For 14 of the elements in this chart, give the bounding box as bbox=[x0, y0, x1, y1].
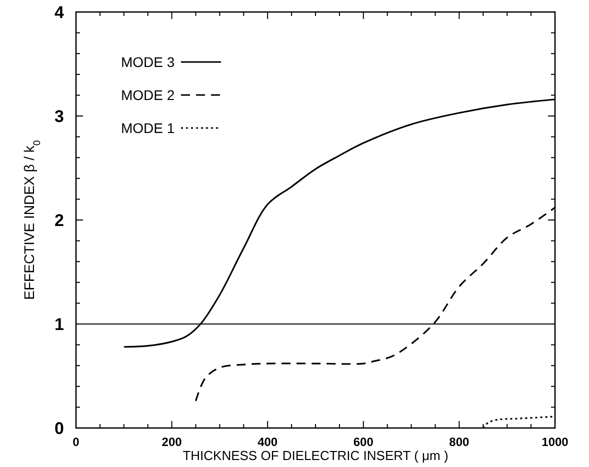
x-tick-label: 1000 bbox=[542, 435, 569, 449]
x-tick-label: 200 bbox=[162, 435, 182, 449]
legend-label: MODE 3 bbox=[121, 54, 175, 70]
y-tick-label: 4 bbox=[54, 3, 65, 22]
y-tick-label: 1 bbox=[54, 315, 64, 334]
y-tick-label: 2 bbox=[54, 211, 64, 230]
x-tick-label: 0 bbox=[72, 435, 80, 449]
x-tick-label: 400 bbox=[258, 435, 278, 449]
legend-label: MODE 2 bbox=[121, 87, 175, 103]
y-tick-label: 3 bbox=[54, 107, 64, 126]
x-tick-label: 600 bbox=[353, 435, 374, 449]
legend-label: MODE 1 bbox=[121, 120, 175, 136]
x-axis-title: THICKNESS OF DIELECTRIC INSERT ( μm ) bbox=[182, 448, 448, 463]
x-tick-label: 800 bbox=[449, 435, 470, 449]
